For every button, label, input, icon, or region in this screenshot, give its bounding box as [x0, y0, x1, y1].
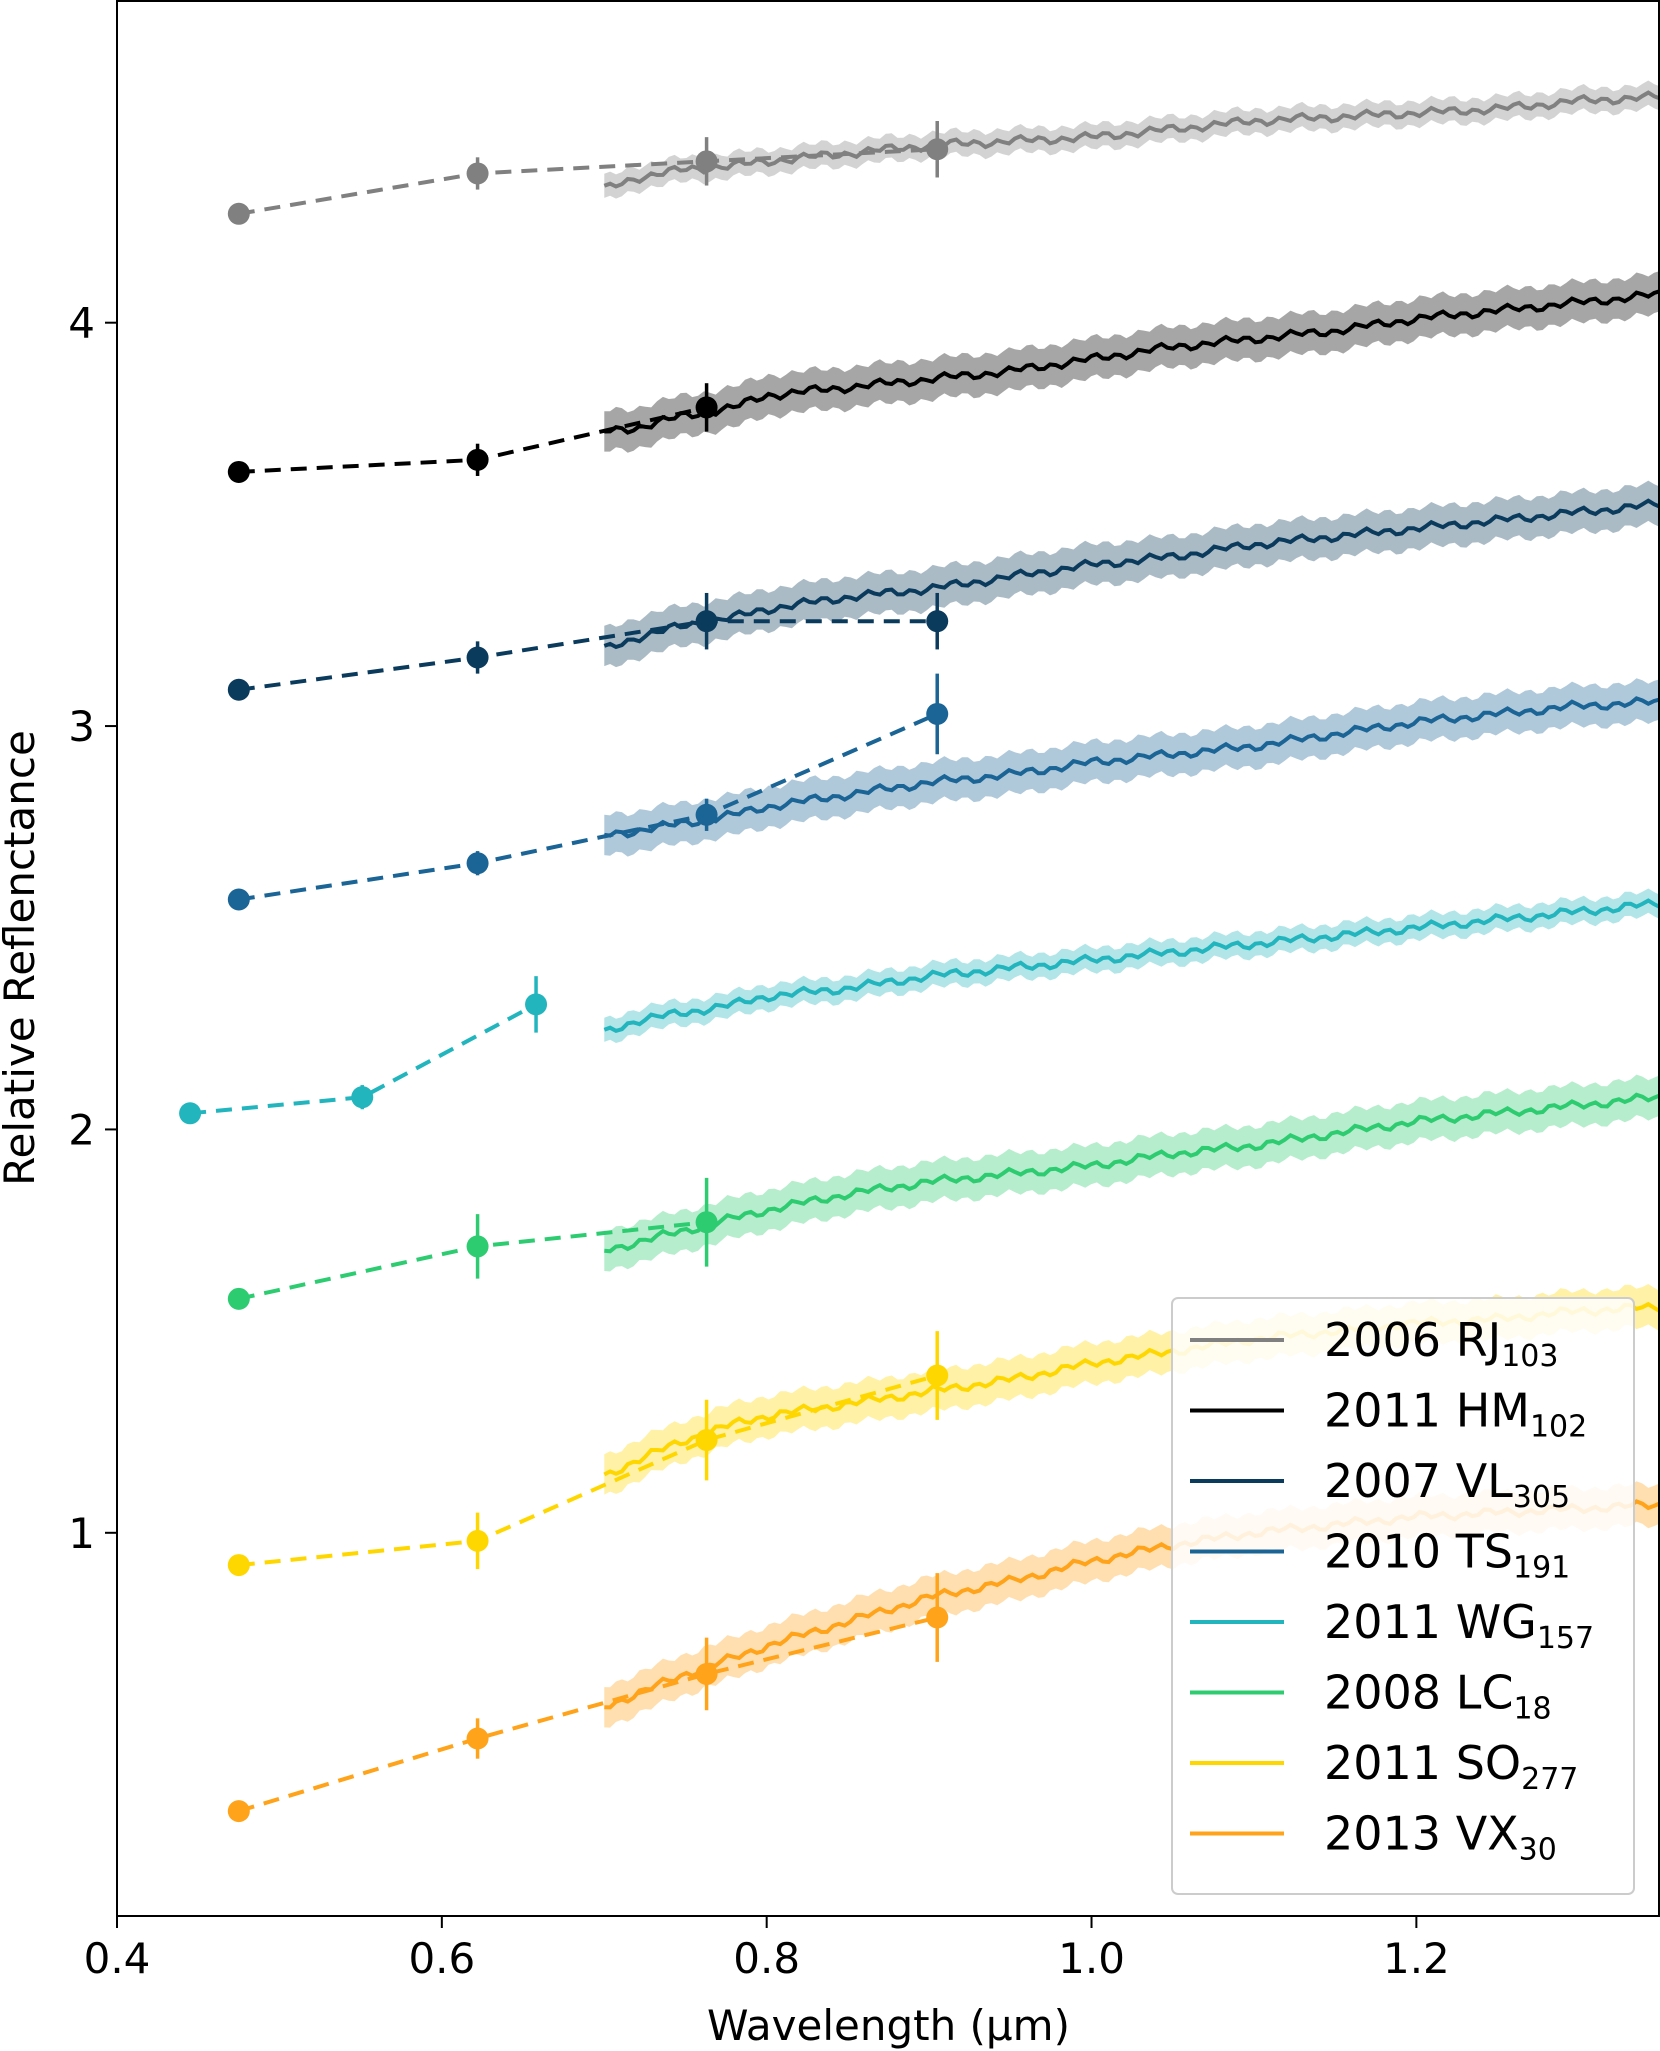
- photometry-point: [179, 1102, 202, 1125]
- legend-entry: 2013 VX30: [1324, 1807, 1557, 1868]
- photometry-point: [466, 852, 489, 875]
- photometry-point: [351, 1086, 374, 1109]
- spectrum-line: [603, 498, 1660, 650]
- photometry-point: [926, 702, 949, 725]
- photometry-point: [926, 610, 949, 633]
- legend-entry: 2011 HM102: [1324, 1384, 1587, 1445]
- legend-entry-subscript: 102: [1530, 1410, 1587, 1445]
- photometry-point: [695, 1662, 718, 1685]
- spectrum-band: [604, 480, 1660, 668]
- spectrum-band: [604, 80, 1660, 199]
- spectrum-line: [604, 696, 1660, 839]
- spectrum-line: [604, 1092, 1660, 1254]
- legend-entry-name: 2013 VX: [1324, 1807, 1519, 1861]
- legend-entry-subscript: 18: [1513, 1692, 1551, 1727]
- photometry-point: [466, 1529, 489, 1552]
- legend-entry-subscript: 30: [1519, 1833, 1557, 1868]
- photometry-point: [227, 678, 250, 701]
- spectrum-line: [603, 90, 1660, 189]
- spectrum-band: [604, 678, 1660, 857]
- legend-entry-name: 2010 TS: [1324, 1525, 1513, 1579]
- legend-entry: 2007 VL305: [1324, 1454, 1570, 1515]
- photometry-point: [926, 1606, 949, 1629]
- photometry-point: [695, 150, 718, 173]
- photometry-point: [466, 1235, 489, 1258]
- photometry-point: [227, 202, 250, 225]
- photometry-line: [238, 1615, 938, 1814]
- series-4: [179, 888, 1660, 1125]
- photometry-point: [227, 460, 250, 483]
- axes: 0.4 0.6 0.8 1.0 1.2 1 2 3 4: [68, 299, 1450, 1983]
- plot-frame: [116, 0, 1660, 1917]
- photometry-line: [238, 619, 938, 692]
- legend-entry-name: 2006 RJ: [1324, 1313, 1501, 1367]
- photometry-line: [238, 147, 938, 216]
- y-tick-label: 4: [68, 299, 95, 348]
- legend-entry-name: 2011 HM: [1324, 1384, 1530, 1438]
- photometry-point: [926, 138, 949, 161]
- photometry-point: [227, 1800, 250, 1823]
- spectrum-line: [604, 289, 1660, 435]
- legend-entry: 2008 LC18: [1324, 1666, 1552, 1727]
- y-axis-label: Relative Reflenctance: [0, 730, 44, 1186]
- x-tick-label: 1.2: [1383, 1934, 1450, 1983]
- y-tick-label: 3: [68, 702, 95, 751]
- legend-entry-name: 2011 SO: [1324, 1736, 1521, 1790]
- y-tick-label: 2: [68, 1105, 95, 1154]
- x-axis-label: Wavelength (μm): [707, 2001, 1070, 2050]
- photometry-line: [238, 712, 939, 902]
- legend-entry-name: 2008 LC: [1324, 1666, 1513, 1720]
- photometry-point: [466, 646, 489, 669]
- legend-entry-subscript: 191: [1513, 1551, 1570, 1586]
- legend-entry-subscript: 103: [1501, 1339, 1558, 1374]
- photometry-line: [189, 1002, 537, 1116]
- legend-entry: 2011 WG157: [1324, 1595, 1594, 1656]
- photometry-point: [227, 1287, 250, 1310]
- series-0: [227, 80, 1660, 225]
- legend-entry-name: 2007 VL: [1324, 1454, 1513, 1508]
- photometry-point: [695, 1429, 718, 1452]
- photometry-point: [466, 162, 489, 185]
- series-3: [227, 673, 1660, 911]
- legend-box: [1171, 1297, 1635, 1895]
- photometry-point: [695, 1211, 718, 1234]
- legend-entry: 2011 SO277: [1324, 1736, 1578, 1797]
- photometry-point: [466, 1727, 489, 1750]
- spectrum-band: [604, 1074, 1660, 1272]
- x-tick-label: 1.0: [1058, 1934, 1125, 1983]
- legend-entry-name: 2011 WG: [1324, 1595, 1537, 1649]
- legend-entry-subscript: 157: [1537, 1621, 1594, 1656]
- x-tick-label: 0.6: [408, 1934, 475, 1983]
- y-tick-label: 1: [68, 1509, 95, 1558]
- photometry-point: [695, 396, 718, 419]
- series-1: [227, 271, 1660, 483]
- photometry-line: [238, 1373, 938, 1568]
- photometry-point: [525, 993, 548, 1016]
- series-5: [227, 1074, 1660, 1310]
- photometry-point: [926, 1364, 949, 1387]
- photometry-point: [466, 448, 489, 471]
- legend-entry-subscript: 277: [1521, 1762, 1578, 1797]
- spectrum-line: [603, 898, 1660, 1034]
- photometry-point: [695, 803, 718, 826]
- photometry-point: [227, 888, 250, 911]
- photometry-point: [695, 610, 718, 633]
- spectrum-band: [604, 271, 1660, 453]
- x-tick-label: 0.4: [84, 1934, 151, 1983]
- legend-entry: 2006 RJ103: [1324, 1313, 1558, 1374]
- series-2: [227, 480, 1660, 701]
- photometry-point: [227, 1554, 250, 1577]
- x-tick-label: 0.8: [733, 1934, 800, 1983]
- legend-entry-subscript: 305: [1513, 1480, 1570, 1515]
- spectrum-band: [604, 888, 1660, 1043]
- legend-entry: 2010 TS191: [1324, 1525, 1570, 1586]
